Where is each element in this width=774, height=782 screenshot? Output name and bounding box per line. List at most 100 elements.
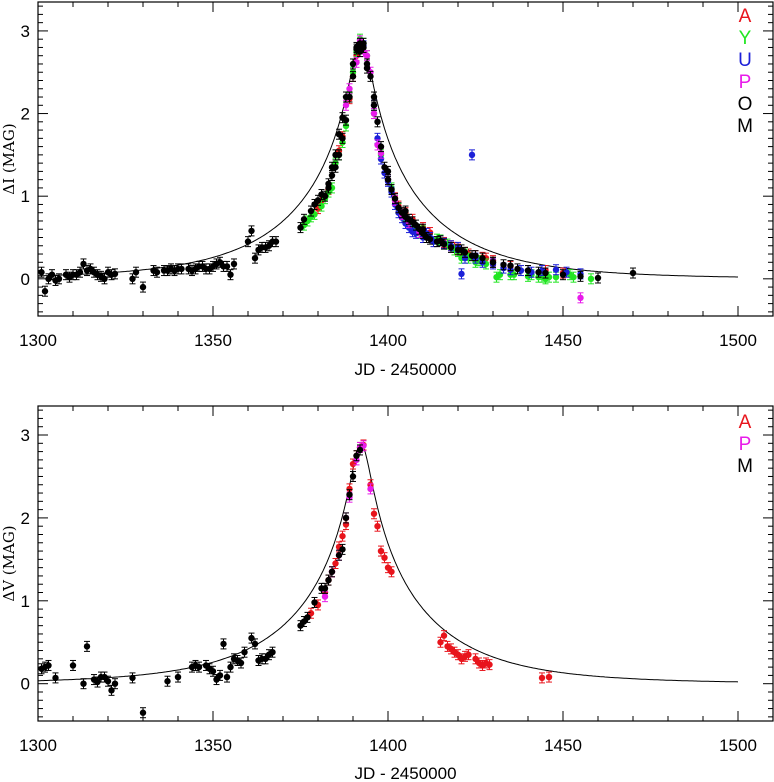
data-point — [346, 85, 353, 92]
y-tick-label: 2 — [21, 509, 30, 528]
legend-entry-P: P — [739, 72, 752, 93]
series-Y — [300, 33, 595, 285]
x-tick-label: 1450 — [544, 331, 582, 350]
data-point — [223, 673, 231, 681]
data-point — [241, 648, 248, 656]
data-point — [367, 485, 374, 493]
data-point — [76, 269, 84, 276]
data-point — [377, 155, 385, 163]
data-point — [269, 648, 276, 656]
data-point — [419, 226, 427, 233]
data-point — [48, 271, 56, 278]
data-point — [577, 294, 584, 302]
panel-delta-i: 1300 1350 1400 1450 1500 0 1 2 3 JD - 2450000 ΔI (… — [0, 1, 774, 379]
data-point — [339, 532, 346, 540]
data-point — [104, 678, 112, 685]
data-point — [132, 269, 140, 276]
data-point — [80, 680, 87, 687]
data-point — [332, 151, 339, 159]
data-point — [101, 275, 108, 283]
data-point — [339, 114, 346, 121]
y-axis-label: ΔI (MAG) — [0, 123, 18, 194]
data-point — [356, 446, 364, 454]
data-point — [129, 674, 136, 682]
data-points — [38, 439, 553, 719]
data-point — [83, 643, 91, 650]
data-point — [216, 672, 224, 679]
data-point — [220, 640, 227, 648]
data-point — [272, 238, 280, 245]
data-point — [328, 164, 336, 171]
plot-frame — [37, 405, 774, 722]
data-point — [374, 118, 381, 126]
data-point — [318, 202, 325, 210]
data-point — [297, 224, 304, 231]
data-point — [178, 265, 185, 273]
data-point — [195, 663, 203, 671]
data-point — [349, 60, 357, 68]
data-point — [388, 186, 395, 193]
series-A — [307, 439, 553, 684]
y-tick-label: 0 — [21, 675, 30, 694]
data-point — [227, 663, 234, 671]
data-point — [209, 668, 217, 675]
data-point — [237, 659, 245, 667]
data-point — [489, 259, 497, 266]
data-point — [227, 271, 234, 278]
data-point — [251, 254, 259, 262]
data-point — [437, 639, 444, 646]
data-point — [570, 273, 577, 281]
data-point — [325, 576, 332, 584]
data-point — [370, 110, 378, 117]
data-point — [314, 197, 322, 204]
series-O — [321, 37, 542, 278]
data-point — [342, 102, 350, 109]
data-point — [440, 632, 448, 639]
data-point — [139, 283, 147, 291]
data-point — [388, 568, 395, 575]
data-point — [374, 522, 381, 530]
data-point — [41, 288, 49, 295]
data-point — [55, 275, 63, 283]
data-point — [458, 246, 465, 254]
data-point — [535, 269, 542, 276]
data-point — [342, 122, 350, 130]
data-point — [472, 252, 479, 259]
legend-entry-M: M — [737, 456, 753, 477]
data-point — [510, 271, 518, 278]
legend-entry-Y: Y — [739, 28, 752, 49]
data-point — [153, 269, 161, 276]
data-point — [514, 265, 521, 273]
data-point — [349, 473, 357, 480]
x-tick-label: 1400 — [369, 736, 407, 755]
y-axis-label: ΔV (MAG) — [0, 525, 18, 601]
legend-entry-P: P — [739, 434, 752, 455]
data-point — [360, 40, 367, 47]
data-point — [500, 261, 507, 268]
data-point — [335, 552, 343, 559]
data-point — [318, 191, 325, 198]
data-point — [524, 267, 532, 274]
data-point — [377, 143, 385, 150]
data-point — [52, 674, 59, 682]
data-point — [174, 673, 182, 681]
data-point — [426, 235, 434, 243]
data-point — [45, 662, 52, 669]
data-point — [38, 269, 45, 276]
data-point — [349, 73, 357, 80]
legend-entry-O: O — [738, 94, 753, 115]
y-tick-label: 3 — [21, 426, 30, 445]
x-tick-label: 1350 — [194, 736, 232, 755]
data-point — [402, 207, 409, 215]
data-point — [325, 180, 332, 187]
data-point — [370, 102, 378, 109]
data-point — [377, 547, 385, 555]
y-tick-label: 1 — [21, 187, 30, 206]
x-tick-label: 1450 — [544, 736, 582, 755]
data-point — [381, 554, 388, 561]
model-curve — [38, 39, 738, 278]
series-M — [38, 37, 637, 297]
y-tick-label: 1 — [21, 592, 30, 611]
data-point — [307, 207, 315, 215]
data-point — [111, 270, 119, 278]
